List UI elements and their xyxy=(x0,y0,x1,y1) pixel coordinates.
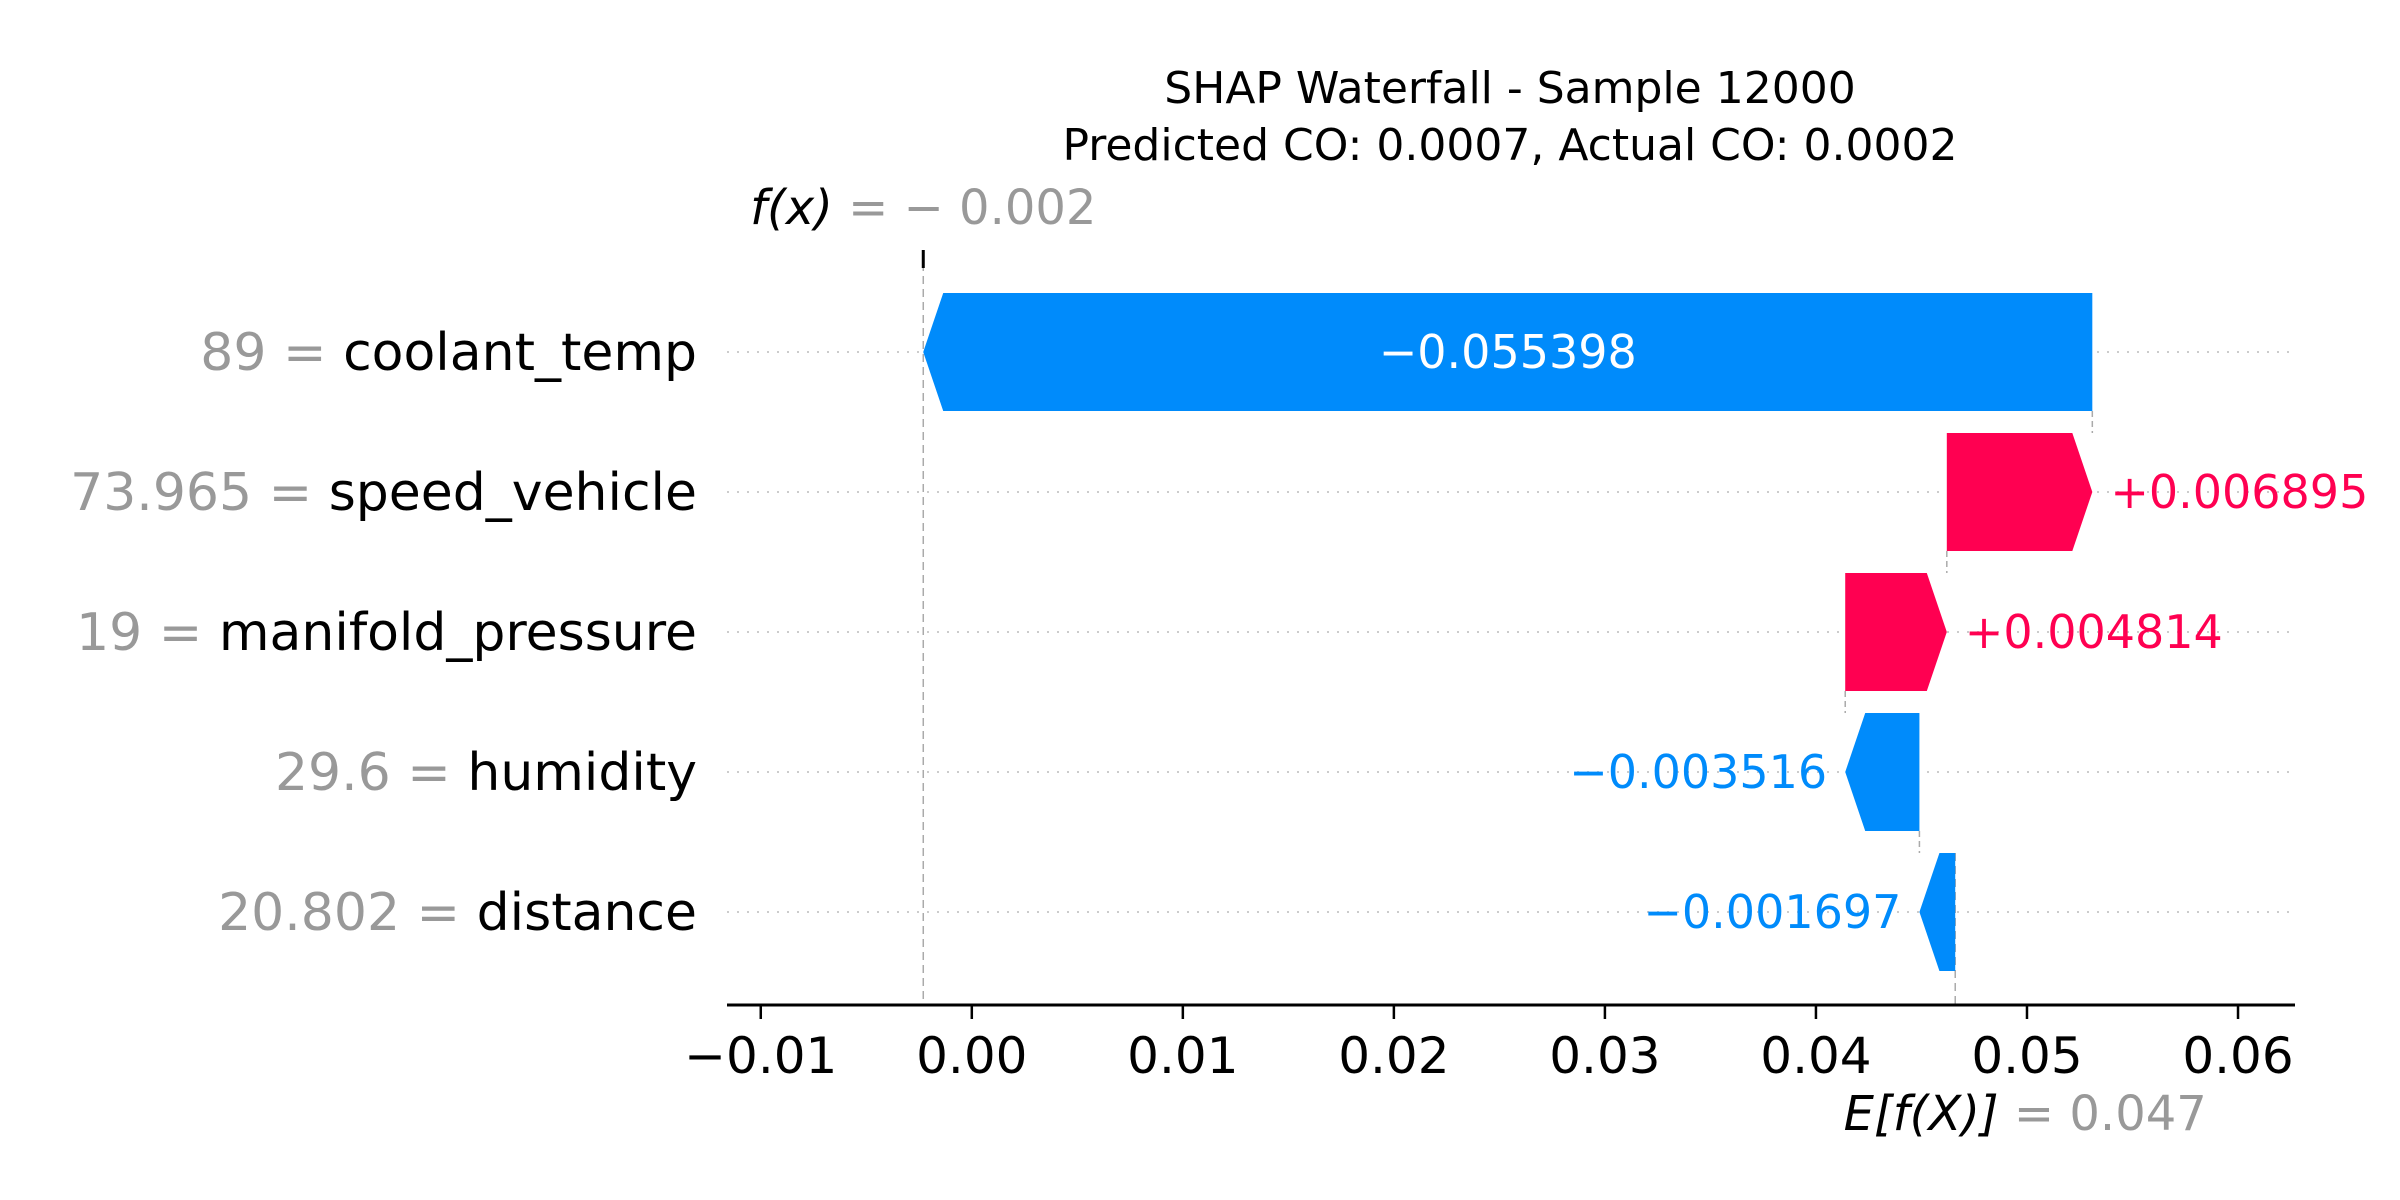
bar-value-label: −0.003516 xyxy=(1569,745,1827,799)
bar-distance xyxy=(1919,853,1956,971)
x-tick-label: 0.00 xyxy=(916,1027,1027,1085)
x-tick-label: 0.05 xyxy=(1971,1027,2082,1085)
feature-name: humidity xyxy=(467,743,697,803)
feature-name: distance xyxy=(477,883,697,943)
feature-label: 89 = coolant_temp xyxy=(200,323,697,383)
bars: −0.055398 +0.006895 +0.004814 −0.003516 −0.0… xyxy=(923,293,2368,971)
x-tick-label: 0.04 xyxy=(1760,1027,1871,1085)
x-tick-label: −0.01 xyxy=(684,1027,837,1085)
x-tick-label: 0.02 xyxy=(1338,1027,1449,1085)
bar-value-label: −0.055398 xyxy=(1379,325,1637,379)
chart-title: SHAP Waterfall - Sample 12000 xyxy=(1164,63,1855,114)
feature-value: 29.6 = xyxy=(275,743,467,803)
feature-label: 73.965 = speed_vehicle xyxy=(70,463,697,523)
bar-value-label: +0.006895 xyxy=(2110,465,2368,519)
feature-label: 20.802 = distance xyxy=(218,883,697,943)
x-tick-label: 0.06 xyxy=(2182,1027,2293,1085)
feature-labels: 89 = coolant_temp 73.965 = speed_vehicle 1… xyxy=(70,323,697,943)
feature-label: 19 = manifold_pressure xyxy=(76,603,697,663)
feature-name: manifold_pressure xyxy=(219,603,697,663)
fx-value: = − 0.002 xyxy=(833,180,1097,236)
feature-name: speed_vehicle xyxy=(329,463,697,523)
bar-humidity xyxy=(1845,713,1920,831)
efx-value: = 0.047 xyxy=(1999,1086,2207,1142)
value-annotations: f(x) = − 0.002 E[f(X)] = 0.047 xyxy=(750,180,2207,1142)
bar-manifold_pressure xyxy=(1845,573,1947,691)
feature-value: 19 = xyxy=(76,603,219,663)
chart-subtitle: Predicted CO: 0.0007, Actual CO: 0.0002 xyxy=(1062,120,1957,171)
efx-annotation: E[f(X)] = 0.047 xyxy=(1844,1086,2207,1142)
fx-label: f(x) xyxy=(750,180,833,236)
bar-coolant_temp xyxy=(923,293,2093,411)
feature-value: 20.802 = xyxy=(218,883,477,943)
feature-name: coolant_temp xyxy=(343,323,697,383)
x-tick-label: 0.01 xyxy=(1127,1027,1238,1085)
bar-speed_vehicle xyxy=(1946,433,2093,551)
feature-label: 29.6 = humidity xyxy=(275,743,697,803)
feature-value: 73.965 = xyxy=(70,463,329,523)
efx-label: E[f(X)] xyxy=(1844,1086,1999,1142)
feature-value: 89 = xyxy=(200,323,343,383)
x-axis: −0.01 0.00 0.01 0.02 0.03 0.04 0.05 0.06 xyxy=(684,1003,2295,1085)
bar-value-label: +0.004814 xyxy=(1965,605,2223,659)
fx-annotation: f(x) = − 0.002 xyxy=(750,180,1096,236)
reference-lines xyxy=(921,250,2094,1005)
bar-value-label: −0.001697 xyxy=(1643,885,1901,939)
x-tick-label: 0.03 xyxy=(1549,1027,1660,1085)
